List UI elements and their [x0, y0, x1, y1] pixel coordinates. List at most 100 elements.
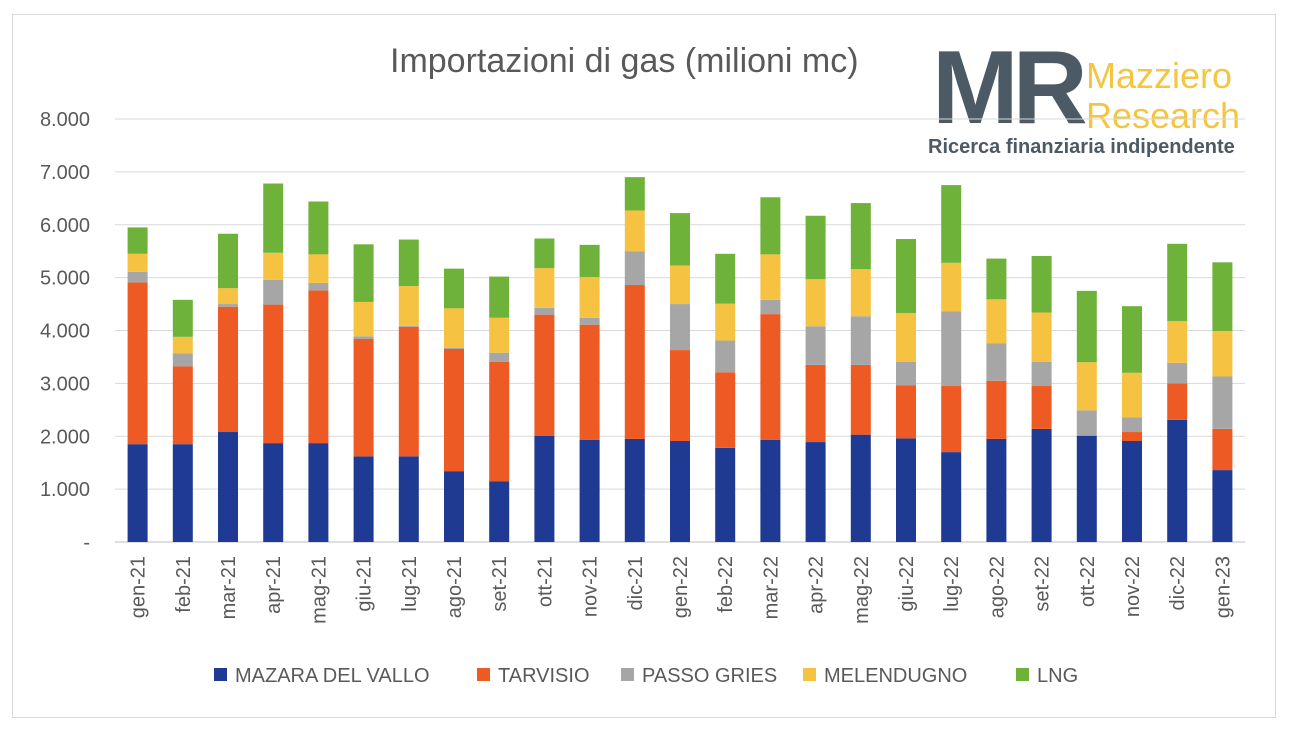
bar-segment — [489, 481, 510, 542]
chart-title: Importazioni di gas (milioni mc) — [390, 42, 859, 80]
bar-segment — [127, 227, 148, 254]
bar-segment — [534, 314, 555, 436]
bar-segment — [353, 338, 374, 457]
bar-segment — [444, 268, 464, 309]
x-tick-label: mar-21 — [218, 556, 240, 619]
bar-segment — [398, 456, 419, 542]
bar-segment — [850, 203, 871, 270]
y-tick-label: 5.000 — [40, 268, 90, 290]
bar-segment — [1031, 312, 1052, 362]
bar-segment — [850, 269, 871, 317]
legend: MAZARA DEL VALLO TARVISIO PASSO GRIES MELEN… — [214, 665, 1078, 687]
bar-segment — [670, 304, 690, 351]
bar-segment — [941, 185, 962, 263]
y-tick-label: 2.000 — [40, 426, 90, 448]
bar-segment — [579, 439, 600, 542]
logo-name-line2: Research — [1086, 95, 1241, 136]
bar-segment — [986, 258, 1007, 300]
bar-segment — [218, 304, 238, 307]
legend-swatch — [477, 668, 490, 681]
legend-swatch — [621, 668, 634, 681]
bar-segment — [579, 317, 600, 325]
bar-segment — [896, 239, 916, 314]
bar-segment — [1212, 331, 1233, 377]
bar-segment — [1212, 428, 1233, 471]
bar-segment — [218, 306, 238, 433]
x-tick-label: mag-22 — [851, 556, 873, 624]
bars — [127, 177, 1233, 542]
bar-segment — [670, 350, 690, 442]
bar-segment — [308, 254, 329, 283]
bar-segment — [353, 244, 374, 302]
bar-segment — [941, 262, 962, 312]
bar-segment — [263, 443, 284, 542]
bar-segment — [308, 201, 329, 255]
bar-segment — [715, 303, 736, 341]
bar-segment — [805, 215, 826, 280]
x-tick-label: lug-21 — [399, 556, 421, 612]
x-axis-tick-labels: gen-21 feb-21 mar-21 apr-21 mag-21 giu-21 lug-… — [128, 556, 1235, 624]
bar-segment — [715, 340, 736, 373]
bar-segment — [1076, 410, 1097, 436]
bar-segment — [1122, 441, 1142, 542]
mazziero-research-logo: MR Mazziero Research Ricerca finanziaria… — [928, 30, 1268, 164]
bar-segment — [263, 279, 284, 305]
legend-label: PASSO GRIES — [642, 665, 777, 687]
bar-segment — [444, 349, 464, 472]
bar-segment — [444, 471, 464, 542]
bar-segment — [986, 299, 1007, 344]
bar-segment — [579, 277, 600, 318]
bar-segment — [986, 343, 1007, 381]
legend-swatch — [214, 668, 227, 681]
bar-segment — [172, 353, 193, 367]
bar-segment — [624, 438, 645, 542]
bar-segment — [896, 361, 916, 386]
bar-segment — [896, 385, 916, 439]
bar-segment — [398, 326, 419, 457]
y-tick-label: 8.000 — [40, 109, 90, 131]
bar-segment — [218, 288, 238, 305]
bar-segment — [353, 301, 374, 337]
bar-segment — [760, 197, 781, 255]
x-tick-label: ott-21 — [534, 556, 556, 607]
bar-segment — [1167, 320, 1188, 363]
legend-label: TARVISIO — [498, 665, 590, 687]
x-tick-label: nov-22 — [1122, 556, 1144, 617]
logo-name-line1: Mazziero — [1086, 55, 1233, 96]
legend-label: MELENDUGNO — [824, 665, 967, 687]
x-tick-label: ago-22 — [986, 556, 1008, 618]
bar-segment — [715, 372, 736, 448]
bar-segment — [353, 336, 374, 339]
bar-segment — [444, 308, 464, 348]
x-tick-label: mar-22 — [760, 556, 782, 619]
bar-segment — [534, 307, 555, 315]
y-tick-label: - — [83, 532, 90, 554]
x-tick-label: dic-22 — [1167, 556, 1189, 610]
x-tick-label: giu-21 — [354, 556, 376, 612]
bar-segment — [353, 456, 374, 542]
x-tick-label: apr-22 — [806, 556, 828, 614]
bar-segment — [624, 177, 645, 211]
x-tick-label: dic-21 — [625, 556, 647, 610]
bar-segment — [850, 434, 871, 542]
y-tick-label: 7.000 — [40, 162, 90, 184]
bar-segment — [127, 271, 148, 283]
bar-segment — [1212, 262, 1233, 332]
logo-mark: MR — [932, 30, 1088, 146]
x-tick-label: mag-21 — [308, 556, 330, 624]
bar-segment — [941, 386, 962, 453]
x-tick-label: apr-21 — [263, 556, 285, 614]
bar-segment — [805, 279, 826, 327]
bar-segment — [715, 447, 736, 542]
bar-segment — [534, 268, 555, 308]
bar-segment — [624, 210, 645, 252]
y-axis-tick-labels: - 1.000 2.000 3.000 4.000 5.000 6.000 7.000 8.00… — [40, 109, 90, 554]
x-tick-label: gen-23 — [1212, 556, 1234, 618]
bar-segment — [308, 290, 329, 444]
bar-segment — [670, 265, 690, 305]
bar-segment — [1167, 243, 1188, 321]
x-tick-label: gen-21 — [128, 556, 150, 618]
x-tick-label: feb-21 — [173, 556, 195, 613]
bar-segment — [1122, 417, 1142, 433]
